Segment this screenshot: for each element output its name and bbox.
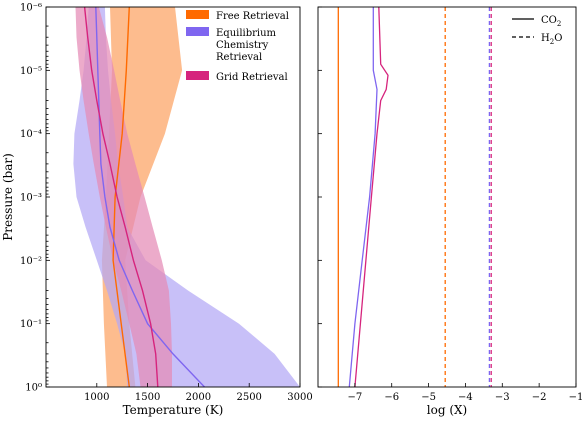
x-tick-label: −7 — [347, 392, 362, 403]
y-tick-label: 10⁻⁴ — [20, 129, 42, 140]
h2o-legend-tail: O — [554, 33, 562, 44]
y-tick-label: 10⁻² — [20, 256, 42, 267]
free-legend-label: Free Retrieval — [216, 11, 289, 22]
x-tick-label: −6 — [384, 392, 399, 403]
x-tick-label: −1 — [569, 392, 584, 403]
x-tick-label: 1500 — [135, 392, 160, 403]
y-tick-label: 10⁻³ — [20, 193, 42, 204]
temperature-legend: Free Retrieval EquilibriumChemistryRetrie… — [186, 10, 289, 83]
equilibrium-co2-line — [348, 7, 378, 388]
y-tick-label: 10⁻¹ — [20, 319, 42, 330]
y-tick-label: 10⁻⁵ — [20, 66, 42, 77]
h2o-legend-sub: 2 — [550, 38, 554, 46]
x-tick-label: −5 — [421, 392, 436, 403]
y-tick-label: 10⁰ — [25, 383, 42, 394]
equilibrium-median-line — [95, 7, 206, 387]
temperature-bands — [73, 7, 300, 387]
x-tick-label: −2 — [532, 392, 547, 403]
h2o-legend-main: H — [541, 33, 550, 44]
equilibrium-legend-label: Retrieval — [216, 52, 262, 63]
temperature-x-axis-label: Temperature (K) — [123, 403, 224, 417]
temperature-panel-frame — [45, 6, 301, 388]
equilibrium-legend-label: Equilibrium — [216, 28, 277, 39]
x-tick-label: −4 — [458, 392, 473, 403]
x-tick-label: 3000 — [287, 392, 312, 403]
pressure-y-axis-label: Pressure (bar) — [1, 153, 15, 241]
grid-legend-swatch — [186, 71, 209, 80]
free-legend-swatch — [186, 10, 209, 19]
abundance-lines — [337, 6, 492, 388]
abundance-panel-frame — [317, 6, 577, 388]
x-tick-label: −3 — [495, 392, 510, 403]
temperature-axes-ticks: 1000 1500 2000 2500 3000 10⁰ 10⁻¹ 10⁻² 10⁻³ 10⁻⁴ 1… — [20, 3, 313, 404]
co2-legend-label: CO2 — [541, 15, 561, 28]
grid-co2-line — [354, 6, 389, 388]
grid-median-line — [83, 7, 159, 387]
co2-legend-main: CO — [541, 15, 557, 26]
h2o-legend-label: H2O — [541, 33, 562, 46]
grid-band — [75, 7, 172, 387]
abundance-axes-ticks: −7 −6 −5 −4 −3 −2 −1 — [318, 6, 584, 403]
x-tick-label: 1000 — [84, 392, 109, 403]
x-tick-label: 2000 — [186, 392, 211, 403]
abundance-x-axis-label: log (X) — [427, 403, 467, 417]
temperature-medians — [83, 7, 206, 387]
free-median-line — [112, 7, 130, 387]
x-tick-label: 2500 — [236, 392, 261, 403]
equilibrium-legend-swatch — [186, 27, 209, 36]
grid-legend-label: Grid Retrieval — [216, 72, 288, 83]
temperature-panel: 1000 1500 2000 2500 3000 10⁰ 10⁻¹ 10⁻² 10⁻³ 10⁻⁴ 1… — [1, 3, 313, 418]
co2-legend-sub: 2 — [557, 20, 561, 28]
y-tick-label: 10⁻⁶ — [20, 3, 42, 14]
equilibrium-legend-label: Chemistry — [216, 40, 269, 51]
